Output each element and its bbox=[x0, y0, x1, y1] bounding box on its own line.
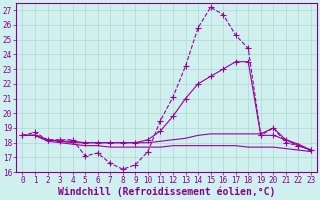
X-axis label: Windchill (Refroidissement éolien,°C): Windchill (Refroidissement éolien,°C) bbox=[58, 187, 276, 197]
